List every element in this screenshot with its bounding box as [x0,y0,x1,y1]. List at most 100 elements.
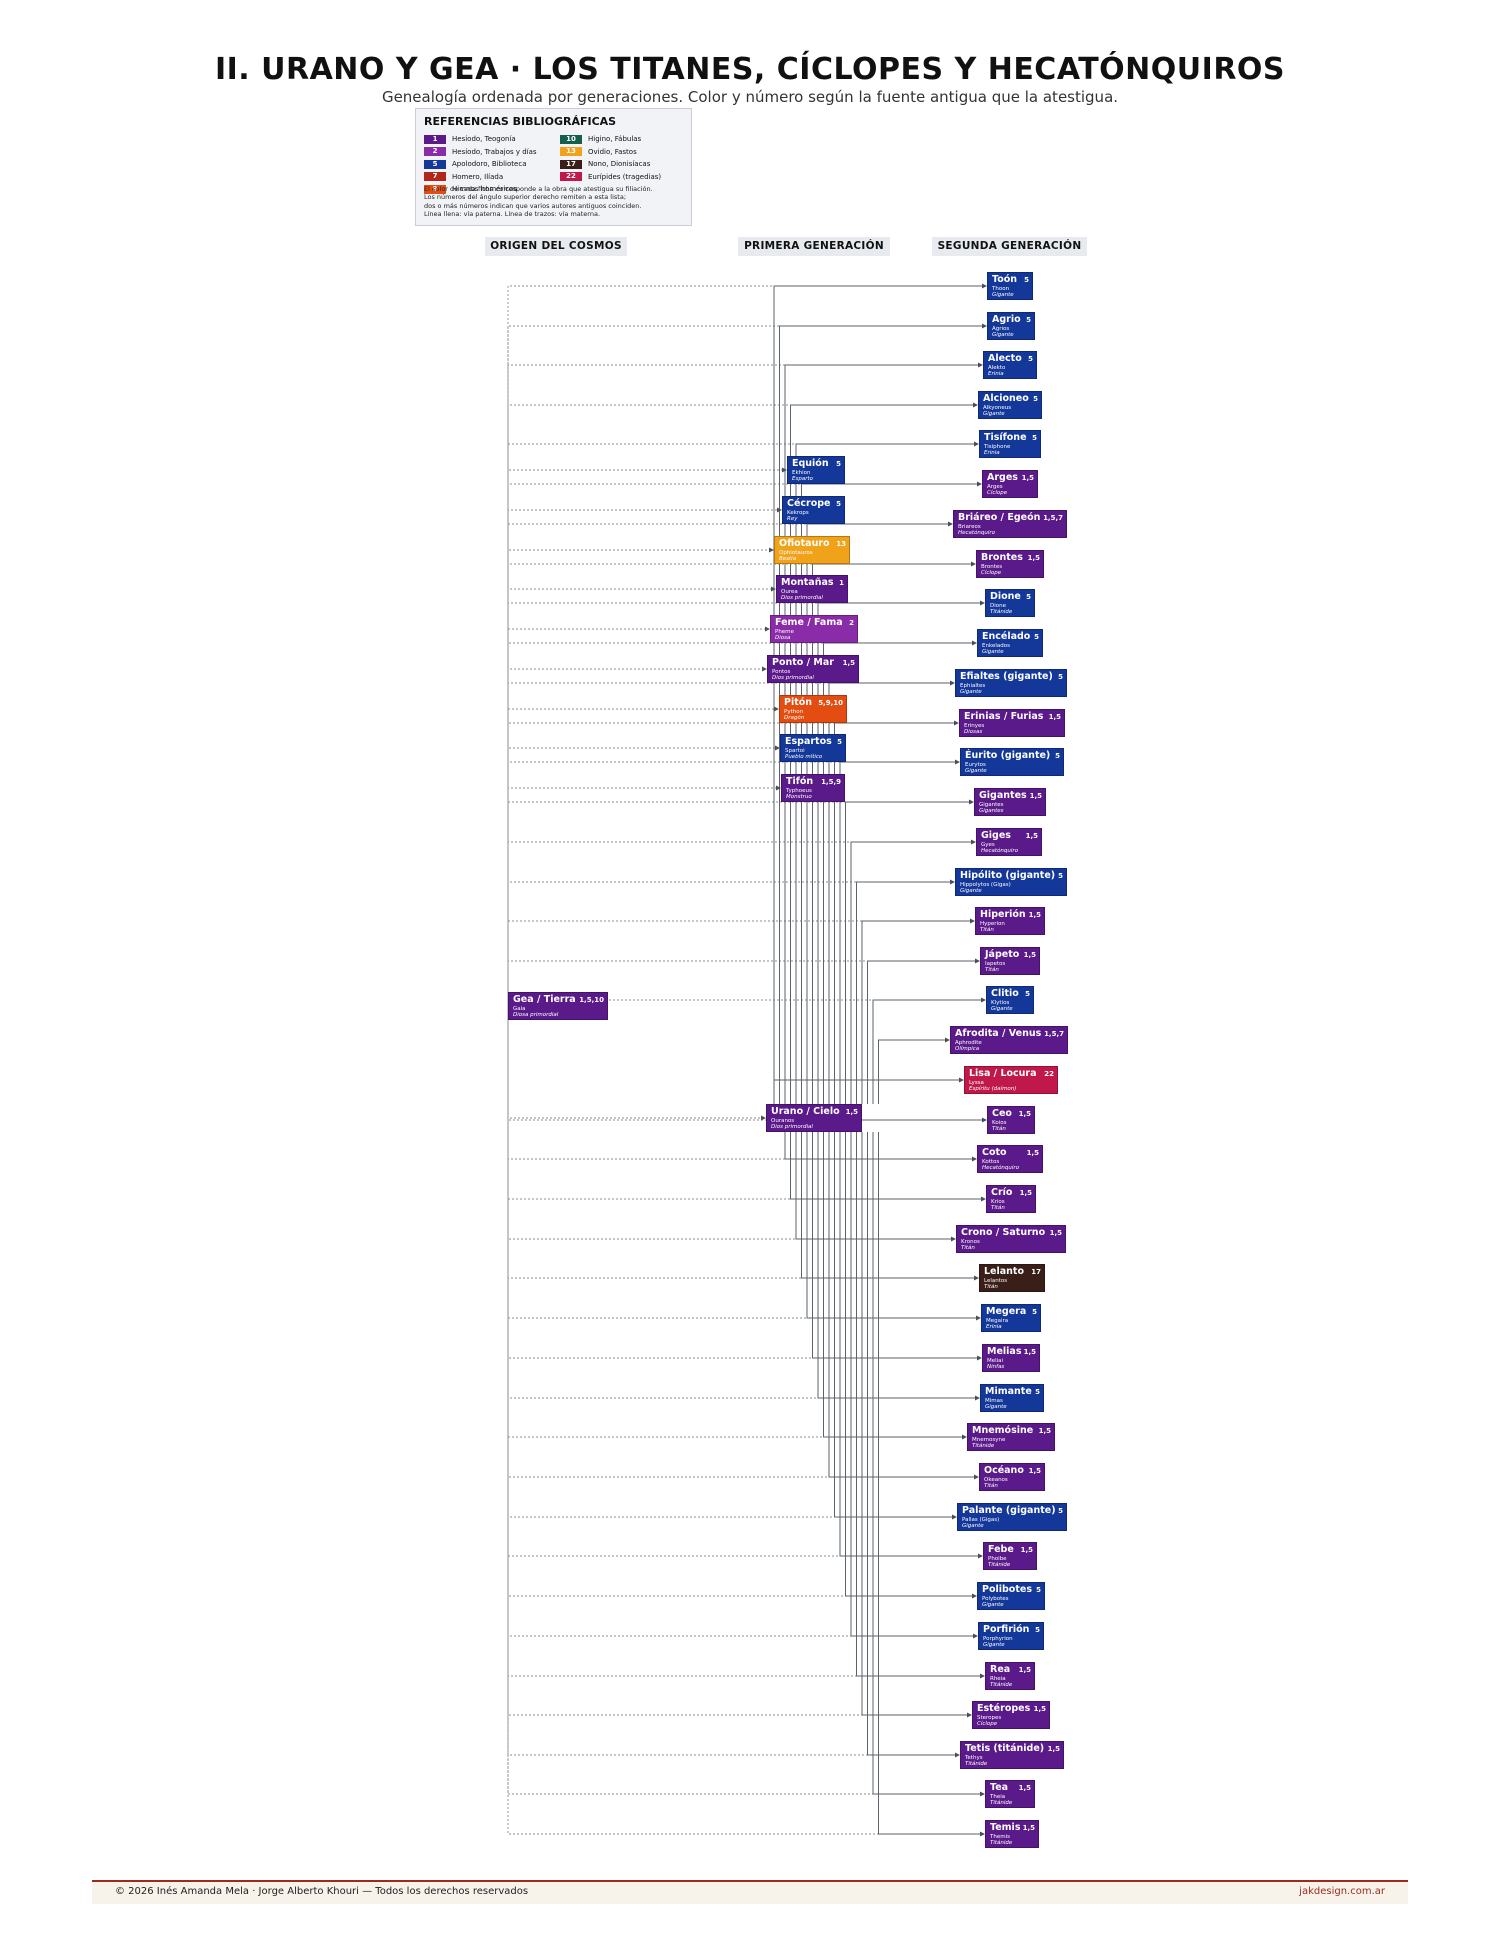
node-src: 1,5,10 [579,996,604,1004]
node-palante[interactable]: Palante (gigante) 5 Pallas (Gigas) Gigante [957,1503,1067,1531]
node-urano[interactable]: Urano / Cielo 1,5 Ouranos Dios primordial [766,1104,862,1132]
legend-chip: 9 [424,184,446,194]
node-greek: Lelantos [984,1278,1008,1284]
node-equion[interactable]: Equión 5 Ekhion Esparto [787,456,845,484]
node-toon[interactable]: Toón 5 Thoon Gigante [987,272,1033,300]
legend-chip: 5 [424,159,446,169]
node-name: Encélado [982,631,1031,642]
node-piton[interactable]: Pitón 5,9,10 Python Dragón [779,695,847,723]
node-erinias[interactable]: Erinias / Furias 1,5 Erinyes Diosas [959,709,1065,737]
node-hipolito[interactable]: Hipólito (gigante) 5 Hippolytos (Gigas) Gig… [955,868,1067,896]
node-tetis[interactable]: Tetis (titánide) 1,5 Tethys Titánide [960,1741,1064,1769]
node-porfirion[interactable]: Porfirión 5 Porphyrion Gigante [978,1622,1044,1650]
column-header-second-generation: SEGUNDA GENERACIÓN [932,237,1087,256]
node-brontes[interactable]: Brontes 1,5 Brontes Cíclope [976,550,1044,578]
node-type: Gigante [983,1642,1005,1648]
node-type: Hecatónquiro [981,848,1019,854]
node-alcioneo[interactable]: Alcioneo 5 Alkyoneus Gigante [978,391,1042,419]
node-name: Dione [990,591,1021,602]
node-dione[interactable]: Dione 5 Dione Titánide [985,589,1035,617]
node-encelado[interactable]: Encélado 5 Enkelados Gigante [977,629,1043,657]
legend-column-2: 10 Higino, Fábulas 13 Ovidio, Fastos 17 Non… [560,133,661,183]
node-efialtes[interactable]: Efialtes (gigante) 5 Ephialtes Gigante [955,669,1067,697]
node-cecrope[interactable]: Cécrope 5 Kekrops Rey [782,496,845,524]
node-src: 1,5 [1028,911,1041,919]
node-type: Gigante [965,768,987,774]
paternal-link [839,1132,981,1557]
maternal-link [507,642,975,1002]
node-mimante[interactable]: Mimante 5 Mimas Gigante [980,1384,1044,1412]
node-agrio[interactable]: Agrio 5 Agrios Gigante [987,312,1035,340]
node-tisifone[interactable]: Tisífone 5 Tisiphone Erinia [979,430,1041,458]
node-ponto[interactable]: Ponto / Mar 1,5 Pontos Dios primordial [767,655,859,683]
node-oceano[interactable]: Océano 1,5 Okeanos Titán [979,1463,1045,1491]
node-japeto[interactable]: Jápeto 1,5 Iapetos Titán [980,947,1040,975]
node-feme[interactable]: Feme / Fama 2 Pheme Diosa [770,615,858,643]
footer-site-link[interactable]: jakdesign.com.ar [1299,1886,1385,1897]
node-afrodita[interactable]: Afrodita / Venus 1,5,7 Aphrodite Olímpica [950,1026,1068,1054]
paternal-link [845,1132,975,1597]
node-crono[interactable]: Crono / Saturno 1,5 Kronos Titán [956,1225,1066,1253]
legend-note: dos o más números indican que varios aut… [424,201,642,210]
node-clitio[interactable]: Clitio 5 Klytios Gigante [986,986,1034,1014]
node-crio[interactable]: Crío 1,5 Krios Titán [986,1185,1036,1213]
paternal-link [878,1039,948,1104]
paternal-link [795,443,977,1104]
node-greek: Brontes [981,564,1003,570]
node-greek: Kottos [982,1159,1000,1165]
node-type: Titánide [990,1800,1013,1806]
node-lelanto[interactable]: Lelanto 17 Lelantos Titán [979,1264,1045,1292]
arrow-head [980,600,985,606]
node-rea[interactable]: Rea 1,5 Rheia Titánide [985,1662,1035,1690]
node-src: 5 [1026,316,1031,324]
node-gea[interactable]: Gea / Tierra 1,5,10 Gaia Diosa primordial [508,992,608,1020]
node-arges[interactable]: Arges 1,5 Arges Cíclope [982,470,1038,498]
node-lisa[interactable]: Lisa / Locura 22 Lyssa Espíritu (daímon) [964,1066,1058,1094]
node-alecto[interactable]: Alecto 5 Alekto Erinia [983,351,1037,379]
paternal-link [790,1132,984,1200]
maternal-link [507,1005,985,1121]
node-src: 2 [849,619,854,627]
arrow-head [975,958,980,964]
node-hiperion[interactable]: Hiperión 1,5 Hyperion Titán [975,907,1045,935]
node-ceo[interactable]: Ceo 1,5 Koios Titán [987,1106,1035,1134]
node-type: Erinia [988,371,1004,377]
node-name: Pitón [784,697,813,708]
node-type: Hecatónquiro [958,530,996,536]
node-montanas[interactable]: Montañas 1 Ourea Dios primordial [776,575,848,603]
node-src: 5 [1055,752,1060,760]
node-src: 22 [1044,1070,1054,1078]
node-eurito[interactable]: Éurito (gigante) 5 Eurytos Gigante [960,748,1064,776]
node-type: Titán [984,1483,998,1489]
node-coto[interactable]: Coto 1,5 Kottos Hecatónquiro [977,1145,1043,1173]
node-name: Tetis (titánide) [965,1743,1045,1754]
node-megera[interactable]: Megera 5 Megaira Erinia [981,1304,1041,1332]
maternal-link [507,1011,983,1835]
node-gigantes[interactable]: Gigantes 1,5 Gigantes Gigantes [974,788,1046,816]
maternal-link [507,787,779,1009]
node-ofiotauro[interactable]: Ofiotauro 13 Ophiotauros Bestia [774,536,850,564]
maternal-link [507,722,957,1006]
node-type: Gigante [985,1404,1007,1410]
node-polibotes[interactable]: Polibotes 5 Polybotes Gigante [977,1582,1045,1610]
node-giges[interactable]: Giges 1,5 Gyes Hecatónquiro [976,828,1042,856]
legend-chip: 13 [560,147,582,157]
node-briareo[interactable]: Briáreo / Egeón 1,5,7 Briareos Hecatónquiro [953,510,1067,538]
node-tea[interactable]: Tea 1,5 Theia Titánide [985,1780,1035,1808]
node-espartos[interactable]: Espartos 5 Spartoi Pueblo mítico [780,734,846,762]
node-mnemosine[interactable]: Mnemósine 1,5 Mnemosyne Titánide [967,1423,1055,1451]
node-greek: Thoon [992,286,1010,292]
node-greek: Lyssa [969,1080,984,1086]
node-src: 5 [1024,276,1029,284]
arrow-head [948,521,953,527]
maternal-link [507,523,951,1008]
node-melias[interactable]: Melias 1,5 Meliai Ninfas [982,1344,1040,1372]
node-src: 1,5 [1020,1546,1033,1554]
maternal-link [507,1004,981,1557]
node-febe[interactable]: Febe 1,5 Phoibe Titánide [983,1542,1037,1570]
maternal-link [507,841,974,1011]
node-esteropes[interactable]: Estéropes 1,5 Steropes Cíclope [972,1701,1050,1729]
node-temis[interactable]: Temis 1,5 Themis Titánide [985,1820,1039,1848]
node-tifon[interactable]: Tifón 1,5,9 Typhoeus Monstruo [781,774,845,802]
node-name: Palante (gigante) [962,1505,1056,1516]
